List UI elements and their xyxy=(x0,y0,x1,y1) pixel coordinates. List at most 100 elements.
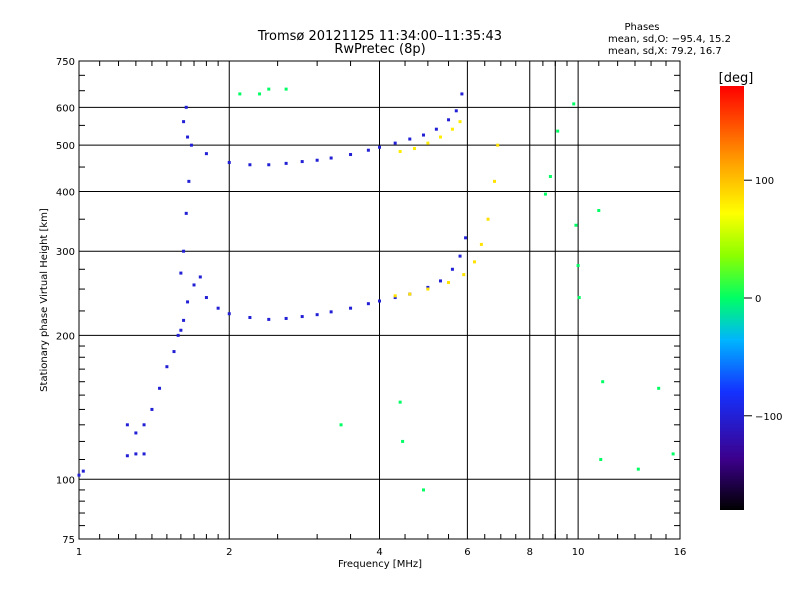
data-point xyxy=(426,141,430,145)
data-point xyxy=(184,105,188,109)
data-point xyxy=(439,135,443,139)
y-tick-labels: 75 100 200 300 400 500 600 750 xyxy=(56,57,75,546)
y-tick-label: 300 xyxy=(56,247,75,258)
data-point xyxy=(378,299,381,303)
x-tick-label: 1 xyxy=(76,547,82,558)
data-point xyxy=(349,153,353,157)
data-point xyxy=(398,400,402,404)
data-point xyxy=(458,254,462,258)
data-point xyxy=(398,149,402,153)
data-point xyxy=(315,158,319,162)
colorbar-unit-label: [deg] xyxy=(719,71,754,86)
data-point xyxy=(412,147,416,151)
phases-title: Phases xyxy=(624,22,659,33)
data-point xyxy=(464,236,468,240)
data-point xyxy=(486,217,490,221)
data-point xyxy=(454,109,458,113)
y-tick-label: 200 xyxy=(56,331,75,342)
data-point xyxy=(450,267,454,271)
data-point xyxy=(434,127,438,131)
data-point xyxy=(601,380,605,384)
data-point xyxy=(393,141,397,145)
data-point xyxy=(189,143,193,147)
data-point xyxy=(179,328,183,332)
data-points xyxy=(77,87,675,492)
x-tick-label: 2 xyxy=(226,547,232,558)
data-point xyxy=(204,152,208,156)
data-point xyxy=(378,145,381,149)
data-point xyxy=(574,223,578,227)
data-point xyxy=(134,452,138,456)
y-tick-label: 100 xyxy=(56,475,75,486)
y-tick-label: 600 xyxy=(56,103,75,114)
y-tick-label: 500 xyxy=(56,141,75,152)
data-point xyxy=(548,174,552,178)
data-point xyxy=(192,283,196,287)
x-tick-label: 10 xyxy=(572,547,585,558)
data-point xyxy=(339,423,343,427)
data-point xyxy=(366,302,370,306)
data-point xyxy=(284,87,288,91)
data-point xyxy=(165,365,169,369)
data-point xyxy=(238,92,242,96)
data-point xyxy=(543,192,547,196)
y-axis-label: Stationary phase Virtual Height [km] xyxy=(39,208,50,392)
data-point xyxy=(439,279,443,283)
data-point xyxy=(636,467,640,471)
data-point xyxy=(176,333,180,337)
data-point xyxy=(134,431,138,435)
data-point xyxy=(227,312,231,316)
phases-o-stats: mean, sd,O: −95.4, 15.2 xyxy=(608,34,731,45)
data-point xyxy=(258,92,262,96)
data-point xyxy=(267,163,271,167)
data-point xyxy=(572,102,576,106)
data-point xyxy=(329,310,333,314)
data-point xyxy=(556,129,560,133)
data-point xyxy=(300,160,304,164)
data-point xyxy=(81,469,85,473)
colorbar-tick-label: 0 xyxy=(755,294,761,305)
data-point xyxy=(421,488,425,492)
data-point xyxy=(315,313,319,317)
data-point xyxy=(450,127,454,131)
data-point xyxy=(366,148,370,152)
x-axis-label: Frequency [MHz] xyxy=(338,559,422,570)
data-point xyxy=(142,423,146,427)
data-point xyxy=(479,242,483,246)
y-tick-label: 750 xyxy=(56,57,75,68)
data-point xyxy=(393,294,397,298)
data-point xyxy=(227,160,231,164)
data-point xyxy=(204,296,208,300)
data-point xyxy=(597,209,601,213)
data-point xyxy=(77,473,81,477)
data-point xyxy=(300,315,304,319)
chart-subtitle: RwPretec (8p) xyxy=(334,42,425,57)
colorbar-ticks: 100 0 −100 xyxy=(744,176,782,423)
colorbar-tick-label: −100 xyxy=(755,412,782,423)
data-point xyxy=(671,452,675,456)
data-point xyxy=(179,271,183,275)
colorbar-tick-label: 100 xyxy=(755,176,774,187)
data-point xyxy=(657,386,661,390)
data-point xyxy=(216,306,220,310)
chart-title: Tromsø 20121125 11:34:00–11:35:43 xyxy=(257,29,502,44)
data-point xyxy=(576,264,580,268)
colorbar xyxy=(720,86,744,510)
data-point xyxy=(447,281,451,285)
data-point xyxy=(182,120,186,124)
data-point xyxy=(493,179,497,183)
data-point xyxy=(349,306,353,310)
data-point xyxy=(284,316,288,320)
data-point xyxy=(329,156,333,160)
data-point xyxy=(426,285,430,289)
data-point xyxy=(472,260,476,264)
data-point xyxy=(142,452,146,456)
data-point xyxy=(577,296,581,300)
phases-x-stats: mean, sd,X: 79.2, 16.7 xyxy=(608,46,722,57)
data-point xyxy=(284,161,288,165)
data-point xyxy=(125,423,129,427)
data-point xyxy=(599,457,603,461)
data-point xyxy=(248,315,252,319)
data-point xyxy=(198,275,202,279)
